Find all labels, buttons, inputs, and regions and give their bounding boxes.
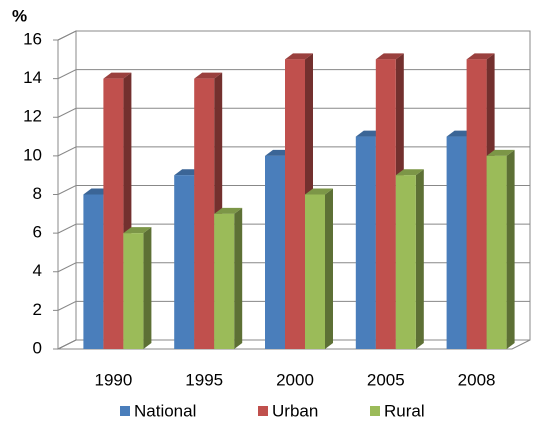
bar-top	[194, 72, 223, 79]
bar-top	[395, 169, 424, 176]
bar	[214, 213, 235, 349]
legend-swatch	[120, 406, 130, 416]
bar-side	[143, 227, 152, 349]
bar	[285, 59, 305, 349]
bar	[355, 136, 376, 349]
legend-label: Rural	[384, 401, 425, 420]
bar	[466, 59, 487, 349]
bar	[265, 155, 285, 349]
bar-top	[214, 207, 243, 214]
bar-group	[305, 188, 333, 349]
x-tick-label: 2005	[367, 370, 405, 389]
y-tick-label: 4	[33, 261, 42, 280]
x-tick-label: 1995	[185, 370, 223, 389]
bar-top	[103, 72, 132, 79]
bar	[123, 233, 144, 349]
legend-label: National	[134, 401, 196, 420]
bar	[395, 175, 416, 349]
bar	[486, 155, 507, 349]
bar-top	[285, 53, 313, 60]
bar	[446, 136, 467, 349]
y-tick-label: 14	[23, 68, 42, 87]
y-tick-label: 6	[33, 223, 42, 242]
bar-top	[466, 53, 495, 60]
bar	[194, 78, 215, 349]
bar-group	[214, 207, 243, 349]
grid-line	[57, 30, 530, 41]
y-tick-label: 10	[23, 145, 42, 164]
bar-top	[123, 227, 152, 234]
bar-side	[325, 188, 333, 349]
bar	[83, 194, 104, 349]
bar-side	[234, 207, 243, 349]
x-tick-label: 2008	[458, 370, 496, 389]
bar-group	[123, 227, 152, 349]
legend-swatch	[258, 406, 268, 416]
y-tick-label: 8	[33, 184, 42, 203]
bar	[174, 175, 195, 349]
y-tick-label: 0	[33, 338, 42, 357]
bar	[305, 194, 325, 349]
y-tick-label: 2	[33, 300, 42, 319]
bar	[375, 59, 396, 349]
x-tick-label: 1990	[94, 370, 132, 389]
y-axis-label: %	[12, 6, 27, 25]
legend-label: Urban	[272, 401, 318, 420]
legend-swatch	[370, 406, 380, 416]
bar	[103, 78, 124, 349]
bar-top	[305, 188, 333, 195]
y-tick-label: 12	[23, 107, 42, 126]
bar-group	[395, 169, 424, 349]
bar-top	[375, 53, 404, 60]
x-tick-label: 2000	[276, 370, 314, 389]
bar-side	[506, 149, 515, 349]
bar-side	[415, 169, 424, 349]
y-tick-label: 16	[23, 29, 42, 48]
bar-top	[486, 149, 515, 156]
bar-group	[486, 149, 515, 349]
